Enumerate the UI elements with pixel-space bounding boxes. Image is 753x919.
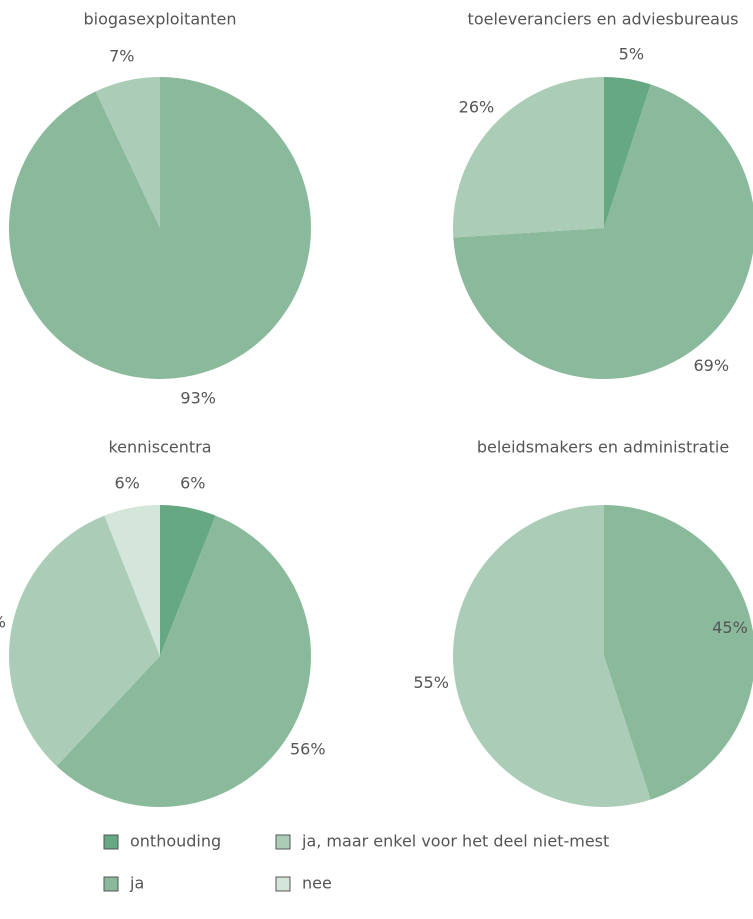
chart-title: beleidsmakers en administratie [477, 438, 729, 457]
value-label: 55% [413, 673, 449, 692]
chart-title: biogasexploitanten [83, 10, 236, 29]
value-label: 45% [712, 618, 748, 637]
legend-swatch [275, 834, 291, 850]
pie-slice [56, 515, 312, 807]
pie-slice [160, 505, 216, 656]
pie-slice [453, 505, 651, 807]
legend-swatch [275, 876, 291, 892]
pie-slice [604, 77, 651, 228]
value-label: 5% [619, 45, 644, 64]
value-label: 7% [109, 47, 134, 66]
value-label: 69% [693, 356, 729, 375]
value-label: 32% [0, 613, 6, 632]
pie-slice [104, 505, 160, 656]
value-label: 93% [180, 388, 216, 407]
pie-slice [453, 76, 604, 238]
legend-swatch [103, 876, 119, 892]
chart-title: kenniscentra [108, 438, 211, 457]
pie-slice [604, 505, 753, 800]
pie-slice [95, 77, 160, 228]
legend-label: nee [302, 874, 332, 893]
legend-label: onthouding [130, 832, 221, 851]
value-label: 6% [180, 474, 205, 493]
value-label: 56% [290, 739, 326, 758]
value-label: 26% [459, 98, 495, 117]
pie-slice [8, 515, 161, 767]
legend-label: ja, maar enkel voor het deel niet-mest [301, 832, 609, 851]
value-label: 6% [115, 474, 140, 493]
pie-slice [453, 84, 753, 379]
legend-swatch [103, 834, 119, 850]
legend-label: ja [129, 874, 144, 893]
chart-title: toeleveranciers en adviesbureaus [468, 10, 739, 29]
pie-slice [8, 77, 312, 380]
